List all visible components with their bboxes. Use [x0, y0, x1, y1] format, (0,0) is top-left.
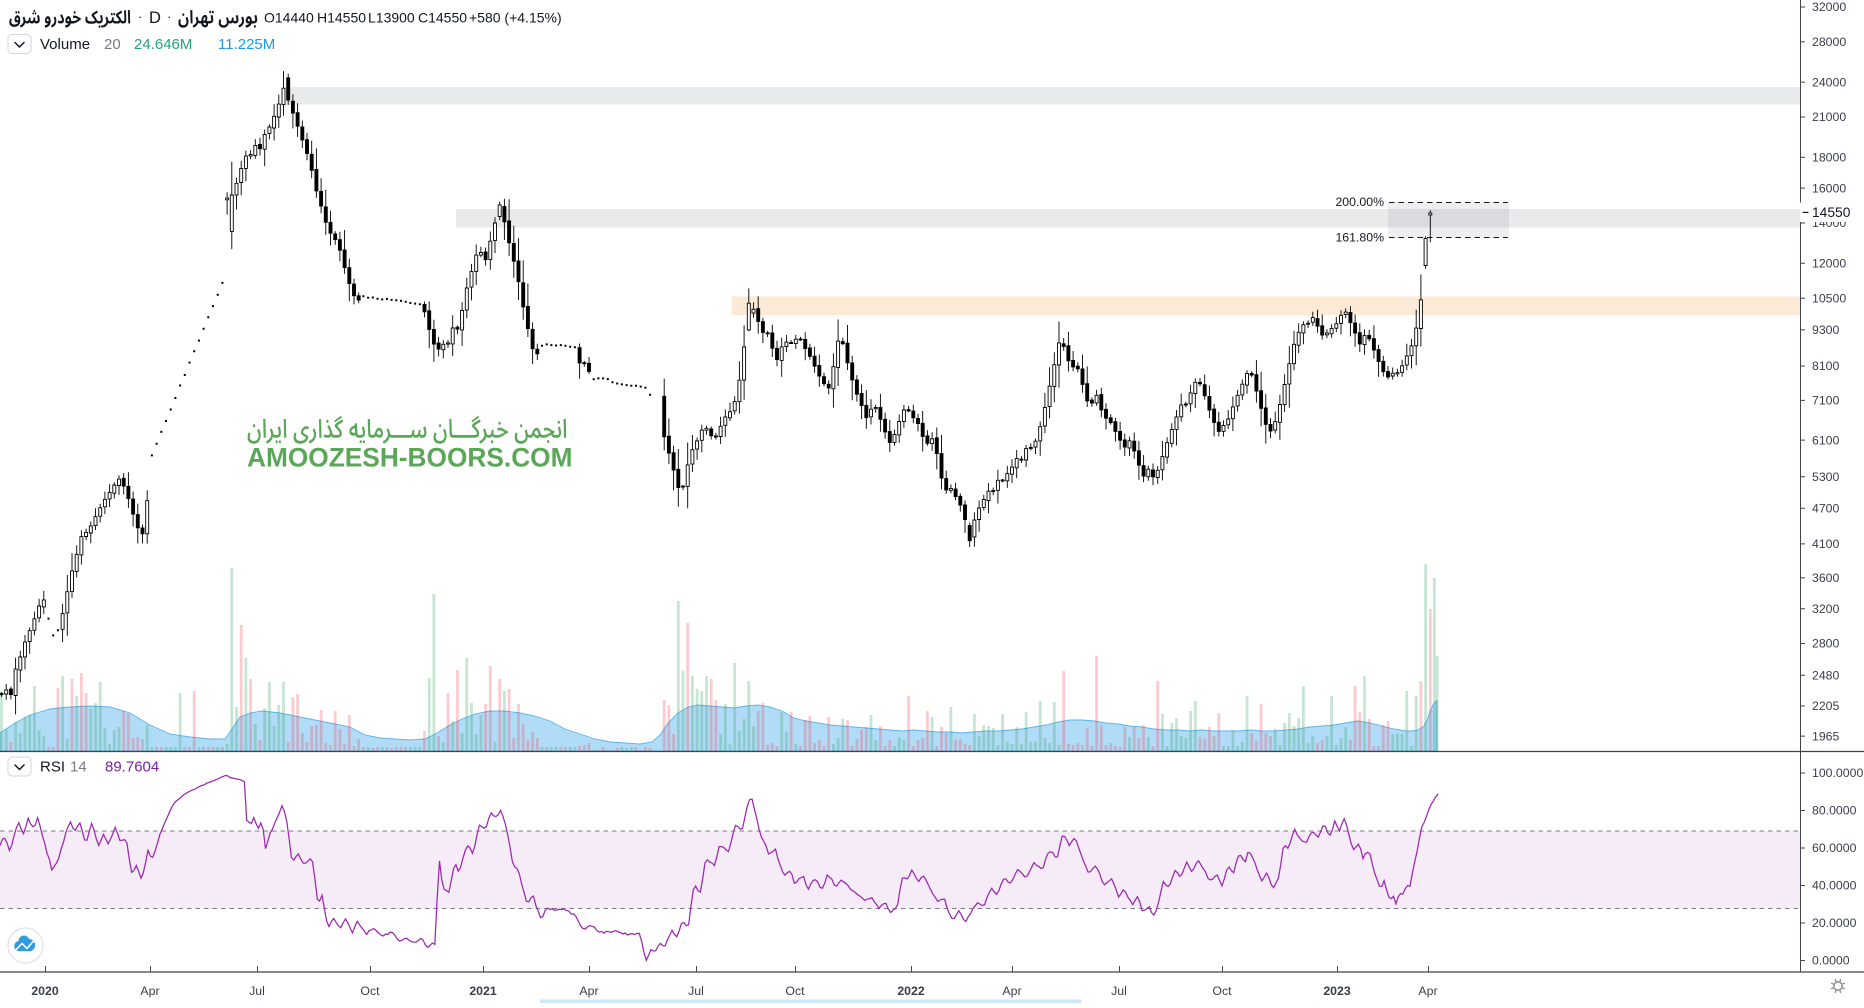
svg-text:2205: 2205 [1812, 699, 1840, 713]
svg-text:200.00%: 200.00% [1335, 195, 1384, 209]
svg-text:·: · [138, 9, 142, 24]
svg-text:40.0000: 40.0000 [1812, 879, 1857, 893]
svg-text:80.0000: 80.0000 [1812, 804, 1857, 818]
svg-text:O14440: O14440 [264, 10, 314, 26]
svg-text:4100: 4100 [1812, 537, 1840, 551]
svg-text:89.7604: 89.7604 [105, 759, 159, 776]
svg-text:Jul: Jul [1111, 984, 1127, 998]
svg-text:2021: 2021 [469, 984, 497, 998]
svg-text:2022: 2022 [897, 984, 925, 998]
svg-text:3200: 3200 [1812, 602, 1840, 616]
svg-text:L13900: L13900 [368, 10, 415, 26]
svg-text:12000: 12000 [1812, 257, 1846, 271]
svg-text:Jul: Jul [249, 984, 265, 998]
svg-text:2800: 2800 [1812, 637, 1840, 651]
svg-text:10500: 10500 [1812, 291, 1846, 305]
svg-text:2020: 2020 [31, 984, 59, 998]
svg-text:3600: 3600 [1812, 571, 1840, 585]
svg-text:Apr: Apr [1002, 984, 1021, 998]
svg-text:14550: 14550 [1812, 205, 1851, 220]
svg-text:11.225M: 11.225M [218, 36, 275, 53]
svg-text:5300: 5300 [1812, 470, 1840, 484]
svg-text:161.80%: 161.80% [1335, 231, 1384, 245]
svg-text:Volume: Volume [40, 36, 90, 53]
svg-text:Apr: Apr [140, 984, 159, 998]
svg-text:Apr: Apr [1418, 984, 1437, 998]
svg-text:AMOOZESH-BOORS.COM: AMOOZESH-BOORS.COM [247, 443, 573, 473]
svg-text:20.0000: 20.0000 [1812, 916, 1857, 930]
svg-text:16000: 16000 [1812, 181, 1846, 195]
svg-text:Oct: Oct [1212, 984, 1232, 998]
svg-text:60.0000: 60.0000 [1812, 841, 1857, 855]
svg-text:2023: 2023 [1323, 984, 1351, 998]
svg-text:6100: 6100 [1812, 433, 1840, 447]
svg-text:100.0000: 100.0000 [1812, 766, 1863, 780]
svg-text:8100: 8100 [1812, 359, 1840, 373]
svg-text:Oct: Oct [360, 984, 380, 998]
svg-text:Oct: Oct [785, 984, 805, 998]
svg-text:C14550: C14550 [418, 10, 467, 26]
svg-text:D: D [149, 9, 161, 27]
svg-text:28000: 28000 [1812, 35, 1846, 49]
svg-text:H14550: H14550 [317, 10, 366, 26]
svg-text:9300: 9300 [1812, 323, 1840, 337]
svg-text:RSI: RSI [40, 759, 65, 776]
svg-text:Apr: Apr [579, 984, 598, 998]
svg-text:1965: 1965 [1812, 729, 1840, 743]
svg-text:18000: 18000 [1812, 151, 1846, 165]
svg-text:24.646M: 24.646M [134, 36, 192, 53]
svg-text:32000: 32000 [1812, 0, 1846, 14]
svg-text:24000: 24000 [1812, 75, 1846, 89]
svg-text:4700: 4700 [1812, 501, 1840, 515]
svg-text:+580 (+4.15%): +580 (+4.15%) [469, 10, 562, 26]
svg-text:21000: 21000 [1812, 110, 1846, 124]
svg-text:Jul: Jul [688, 984, 704, 998]
svg-text:14: 14 [70, 759, 87, 776]
svg-text:20: 20 [104, 36, 121, 53]
svg-text:0.0000: 0.0000 [1812, 954, 1850, 968]
svg-text:2480: 2480 [1812, 669, 1840, 683]
svg-text:·: · [167, 9, 171, 24]
svg-text:7100: 7100 [1812, 394, 1840, 408]
